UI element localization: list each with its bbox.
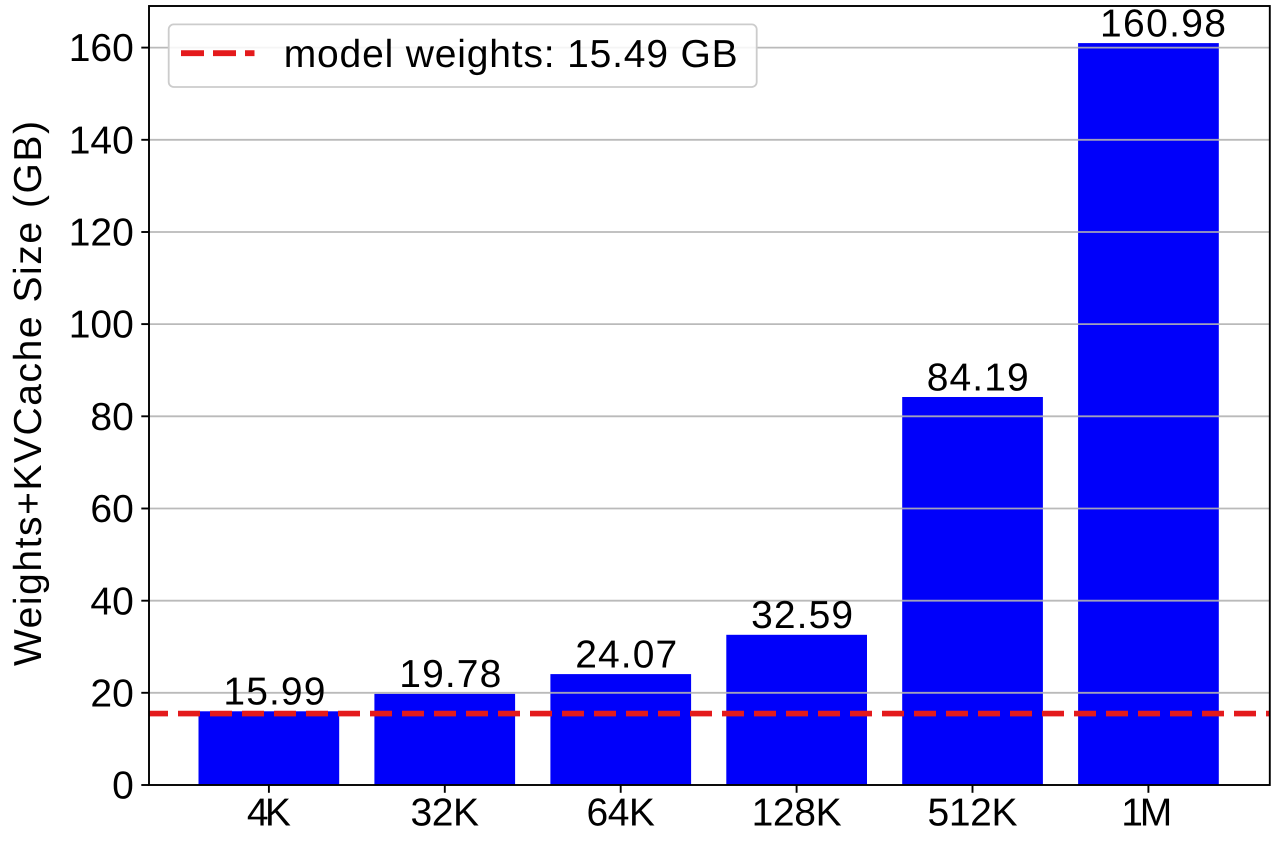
svg-text:40: 40 (90, 580, 133, 623)
svg-text:140: 140 (69, 119, 134, 162)
svg-text:512K: 512K (928, 792, 1018, 835)
svg-text:19.78: 19.78 (399, 653, 501, 696)
svg-text:100: 100 (69, 304, 134, 347)
svg-text:120: 120 (69, 212, 134, 255)
svg-text:64K: 64K (586, 792, 655, 835)
svg-text:32K: 32K (411, 792, 480, 835)
svg-text:24.07: 24.07 (575, 634, 677, 677)
svg-text:128K: 128K (752, 792, 842, 835)
svg-text:80: 80 (90, 396, 133, 439)
svg-text:60: 60 (90, 488, 133, 531)
svg-text:4K: 4K (247, 792, 291, 835)
svg-text:32.59: 32.59 (751, 594, 853, 637)
svg-text:160.98: 160.98 (1100, 3, 1226, 46)
svg-text:Weights+KVCache Size (GB): Weights+KVCache Size (GB) (7, 121, 50, 666)
svg-text:0: 0 (112, 765, 134, 808)
svg-text:1M: 1M (1121, 792, 1172, 835)
svg-text:15.99: 15.99 (223, 671, 325, 714)
svg-text:84.19: 84.19 (927, 356, 1029, 399)
svg-text:20: 20 (90, 672, 133, 715)
svg-text:160: 160 (69, 27, 134, 70)
svg-text:model weights: 15.49 GB: model weights: 15.49 GB (284, 33, 738, 76)
